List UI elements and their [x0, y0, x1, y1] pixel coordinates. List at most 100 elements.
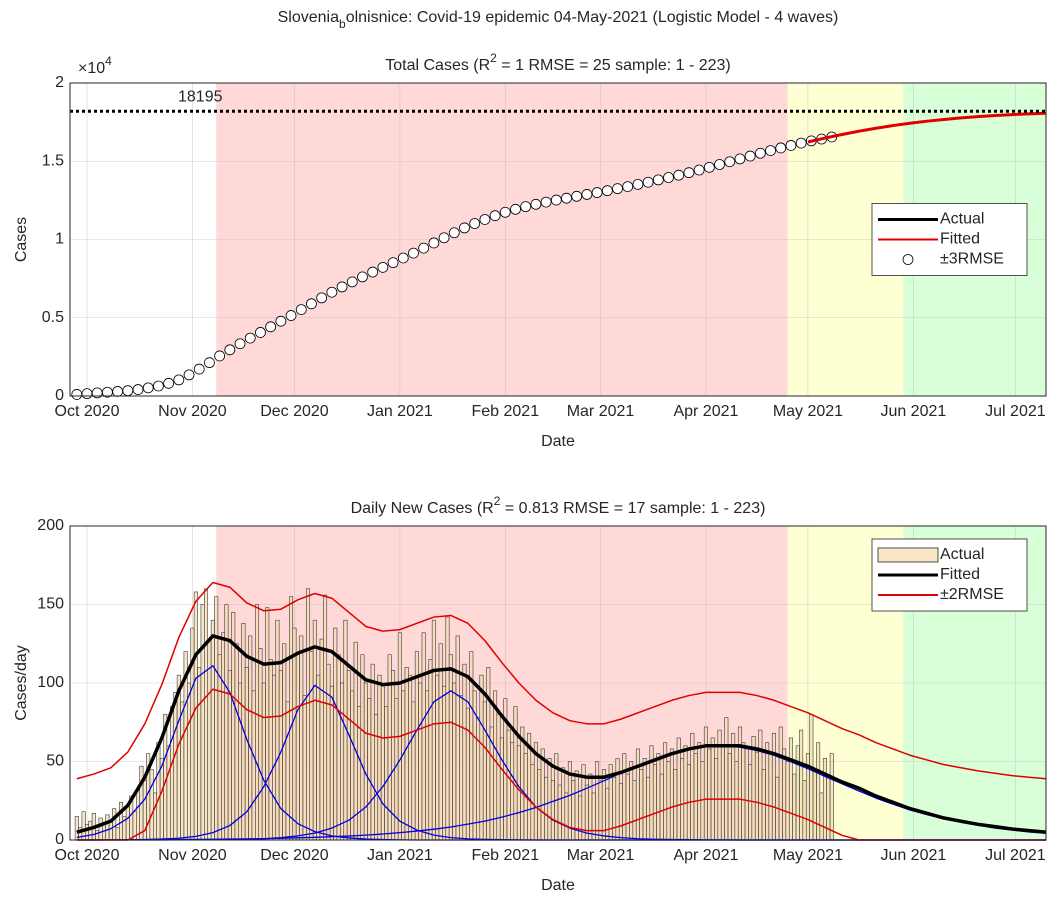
bar	[782, 748, 787, 841]
marker	[479, 214, 491, 225]
marker	[428, 237, 440, 249]
bar	[187, 682, 192, 841]
marker	[632, 179, 644, 190]
bar	[326, 663, 331, 841]
bar	[170, 706, 175, 841]
bar	[370, 663, 375, 841]
bar	[272, 674, 277, 841]
bar	[197, 666, 202, 841]
suptitle: Sloveniabolnisnice: Covid-19 epidemic 04…	[278, 9, 839, 31]
bar	[550, 780, 555, 841]
marker	[275, 315, 287, 327]
marker	[244, 332, 256, 344]
marker	[724, 156, 736, 168]
bar	[659, 773, 664, 841]
bar	[802, 780, 807, 841]
bar	[340, 682, 345, 841]
bar	[193, 591, 198, 841]
bar	[346, 670, 351, 841]
bar	[819, 792, 824, 841]
bar	[561, 767, 566, 841]
marker	[734, 153, 746, 165]
x-tick-label: Feb 2021	[471, 847, 539, 864]
bar	[329, 685, 334, 841]
bar	[520, 726, 525, 841]
bar	[693, 753, 698, 841]
x-tick-label: Apr 2021	[673, 847, 738, 864]
y-multiplier: ×104	[78, 54, 112, 77]
bar	[306, 588, 311, 841]
bar	[452, 682, 457, 841]
x-tick-label: Oct 2020	[55, 847, 120, 864]
x-tick-label: Jun 2021	[880, 847, 946, 864]
marker	[285, 310, 297, 321]
marker	[81, 388, 93, 400]
marker	[193, 363, 205, 375]
legend-label: ±2RMSE	[940, 586, 1004, 603]
legend-label: Fitted	[940, 566, 980, 583]
bar	[724, 717, 729, 841]
legend-label: Actual	[940, 211, 984, 228]
bar	[200, 604, 205, 841]
bar	[727, 753, 732, 841]
bar	[516, 745, 521, 841]
marker	[550, 194, 562, 206]
bar	[295, 654, 300, 841]
x-tick-label: Feb 2021	[471, 403, 539, 420]
bar	[74, 816, 79, 841]
marker	[295, 304, 307, 316]
bar	[112, 808, 117, 841]
bar	[336, 654, 341, 841]
x-tick-label: Oct 2020	[55, 403, 120, 420]
x-tick-label: Nov 2020	[158, 847, 227, 864]
bar	[639, 769, 644, 841]
bar	[384, 706, 389, 841]
bar	[210, 619, 215, 841]
bar	[629, 761, 634, 841]
bar	[275, 619, 280, 841]
bar	[652, 764, 657, 841]
y-axis-label: Cases	[13, 217, 30, 262]
bar	[499, 737, 504, 841]
legend-label: Fitted	[940, 231, 980, 248]
axes-title: Total Cases (R2 = 1 RMSE = 25 sample: 1 …	[385, 51, 731, 74]
bar	[159, 758, 164, 841]
bar	[105, 814, 110, 841]
x-tick-label: May 2021	[773, 847, 843, 864]
marker	[785, 140, 797, 151]
bar	[136, 789, 141, 841]
y-tick-label: 150	[37, 596, 64, 613]
legend: Actual Fitted ±2RMSE	[871, 538, 1028, 612]
bar	[418, 682, 423, 841]
bar	[316, 674, 321, 841]
y-tick-label: 0	[55, 387, 64, 404]
bar	[234, 643, 239, 841]
marker	[418, 242, 430, 254]
bar	[758, 729, 763, 841]
bar	[442, 685, 447, 841]
bar	[255, 604, 260, 841]
y-axis-label: Cases/day	[13, 645, 30, 721]
title-text: Total Cases (R	[385, 57, 490, 74]
bar	[95, 830, 100, 841]
bar	[374, 714, 379, 841]
marker	[652, 174, 664, 186]
axes: 0 50 100 150 200 Oct 2020 Nov 2020 Dec 2020 Jan …	[13, 494, 1047, 894]
title-rest: = 0.813 RMSE = 17 sample: 1 - 223)	[500, 500, 765, 517]
y-tick-label: 2	[55, 74, 64, 91]
marker	[265, 321, 277, 333]
bar	[632, 780, 637, 841]
bar	[669, 748, 674, 841]
bar	[646, 776, 651, 841]
legend-label: ±3RMSE	[940, 251, 1004, 268]
bar	[285, 701, 290, 841]
bar	[411, 701, 416, 841]
y-tick-label: 0.5	[42, 309, 64, 326]
bar	[533, 742, 538, 841]
bar	[85, 823, 90, 841]
bar	[323, 594, 328, 841]
bar	[829, 753, 834, 841]
marker	[489, 210, 501, 222]
bar	[98, 817, 103, 841]
marker	[561, 192, 572, 204]
